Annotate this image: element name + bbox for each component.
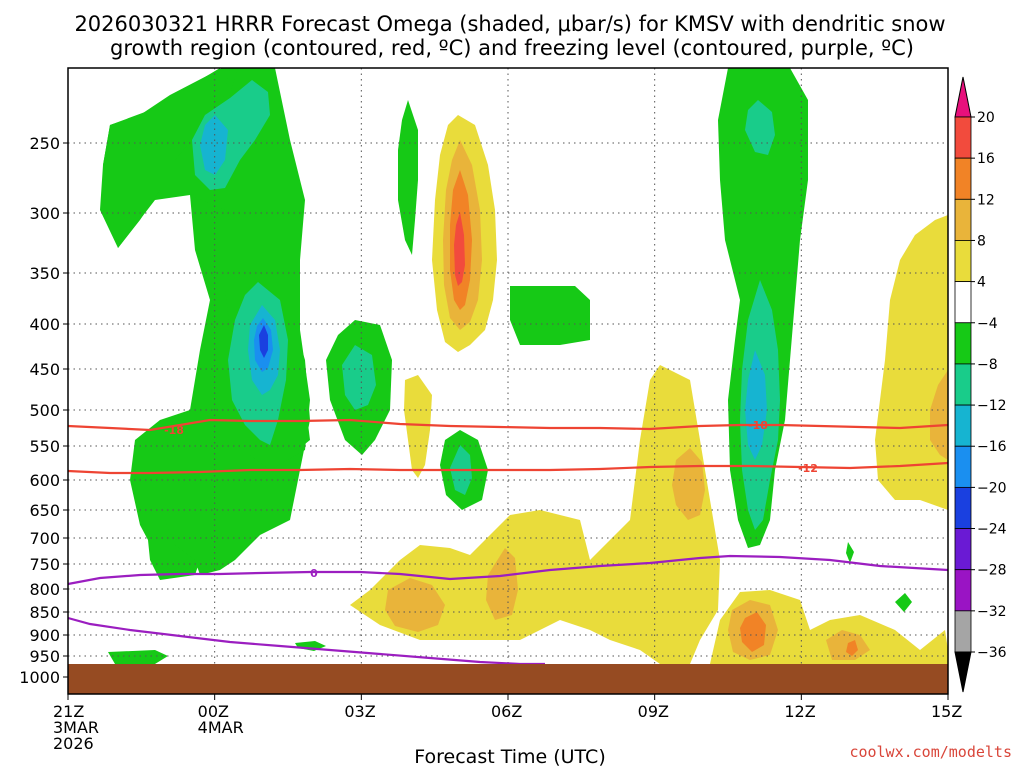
omega-yellow-regions	[350, 115, 948, 664]
colorbar-label: −24	[977, 522, 1007, 538]
colorbar-segment	[954, 116, 972, 159]
omega-green-right-patch	[510, 286, 590, 345]
colorbar-segment	[954, 445, 972, 488]
y-tick-label: 750	[29, 555, 60, 574]
colorbar-segment	[954, 198, 972, 241]
omega-green-dot-right	[895, 593, 912, 612]
credit-link[interactable]: coolwx.com/modelts	[849, 743, 1012, 761]
x-axis-label: Forecast Time (UTC)	[414, 746, 605, 768]
colorbar-label: −20	[977, 480, 1007, 496]
y-tick-label: 550	[29, 437, 60, 456]
omega-teal-center-blob	[342, 345, 376, 410]
omega-teal-right-top	[745, 100, 775, 155]
y-tick-label: 700	[29, 529, 60, 548]
x-tick-label: 3MAR	[53, 718, 99, 737]
x-tick-label: 4MAR	[198, 718, 244, 737]
contour-lines: -18 -18 -12 0	[67, 418, 949, 666]
colorbar-segment	[954, 281, 972, 324]
chart-title-line1: 2026030321 HRRR Forecast Omega (shaded, …	[74, 12, 945, 36]
omega-cyan-right	[745, 350, 767, 460]
x-tick-label: 2026	[53, 734, 94, 753]
colorbar-label: 20	[977, 110, 995, 126]
colorbar-label: 12	[977, 192, 995, 208]
omega-yellow-right-edge	[875, 215, 948, 510]
omega-red-top-plume	[454, 212, 465, 286]
colorbar-label: 8	[977, 233, 986, 249]
colorbar-label: −28	[977, 563, 1007, 579]
omega-green-far-left	[103, 68, 222, 248]
x-tick-label: 12Z	[784, 702, 815, 721]
omega-green-dot-right-2	[846, 542, 854, 563]
colorbar-segment	[954, 240, 972, 283]
freezing-level-contour-0	[67, 554, 949, 586]
ground-surface	[68, 664, 948, 694]
omega-gold-right-edge	[930, 370, 948, 460]
y-tick-label: 900	[29, 626, 60, 645]
omega-orange-right-bottom-2	[846, 640, 858, 656]
colorbar-segment	[954, 486, 972, 529]
freezing-label-0: 0	[310, 567, 318, 580]
dgz-label-minus18-left: -18	[164, 424, 184, 437]
omega-navy-left	[259, 325, 268, 358]
dgz-contour-minus12	[67, 461, 949, 475]
colorbar-segment	[954, 610, 972, 653]
omega-gold-left-low	[385, 578, 445, 632]
y-tick-label: 600	[29, 471, 60, 490]
omega-orange-right-bottom	[740, 612, 766, 652]
omega-navy-regions	[259, 325, 268, 358]
colorbar-label: −16	[977, 439, 1007, 455]
y-tick-label: 500	[29, 401, 60, 420]
colorbar-segment	[954, 363, 972, 406]
y-tick-label: 400	[29, 315, 60, 334]
colorbar-top-triangle	[954, 76, 972, 118]
colorbar-label: 16	[977, 151, 995, 167]
colorbar-label: 4	[977, 275, 986, 291]
omega-red-regions	[454, 212, 465, 286]
colorbar-segment	[954, 528, 972, 571]
x-tick-label: 06Z	[491, 702, 522, 721]
omega-green-streak	[398, 100, 418, 255]
y-tick-label: 650	[29, 501, 60, 520]
x-tick-label: 15Z	[931, 702, 962, 721]
x-tick-label: 21Z	[53, 702, 84, 721]
colorbar-label: −4	[977, 316, 998, 332]
y-tick-label: 950	[29, 647, 60, 666]
colorbar-segment	[954, 157, 972, 200]
y-axis-ticks: 250 300 350 400 450 500 550 600 650 700 750 800 850 9…	[19, 134, 68, 687]
colorbar-segment	[954, 404, 972, 447]
colorbar-bottom-triangle	[954, 651, 972, 693]
x-tick-label: 09Z	[638, 702, 669, 721]
freezing-level-contour-0-lower	[67, 616, 545, 666]
omega-gold-mid-low	[486, 548, 518, 620]
colorbar-segment	[954, 322, 972, 365]
y-tick-label: 850	[29, 603, 60, 622]
dgz-label-minus12-right: -12	[798, 462, 818, 475]
colorbar-label: −8	[977, 357, 998, 373]
colorbar-label: −32	[977, 604, 1007, 620]
dgz-contour-minus18	[67, 418, 949, 432]
chart-title-line2: growth region (contoured, red, ºC) and f…	[110, 36, 914, 60]
colorbar-segment	[954, 569, 972, 612]
y-tick-label: 1000	[19, 668, 60, 687]
omega-green-bottom-left	[108, 650, 168, 664]
y-tick-label: 800	[29, 580, 60, 599]
omega-cyan-left-2	[200, 115, 228, 175]
omega-yellow-left-strand	[404, 375, 432, 478]
y-tick-label: 350	[29, 264, 60, 283]
y-tick-label: 250	[29, 134, 60, 153]
colorbar-label: −12	[977, 398, 1007, 414]
x-tick-label: 00Z	[198, 702, 229, 721]
x-tick-label: 03Z	[344, 702, 375, 721]
dgz-label-minus18-right: -18	[748, 419, 768, 432]
colorbar: 20 16 12 8 4 −4 −8 −12 −16 −20 −24 −28 −32 −36	[954, 76, 1007, 693]
y-tick-label: 450	[29, 360, 60, 379]
colorbar-label: −36	[977, 645, 1007, 661]
y-tick-label: 300	[29, 204, 60, 223]
grid-lines	[68, 68, 948, 694]
